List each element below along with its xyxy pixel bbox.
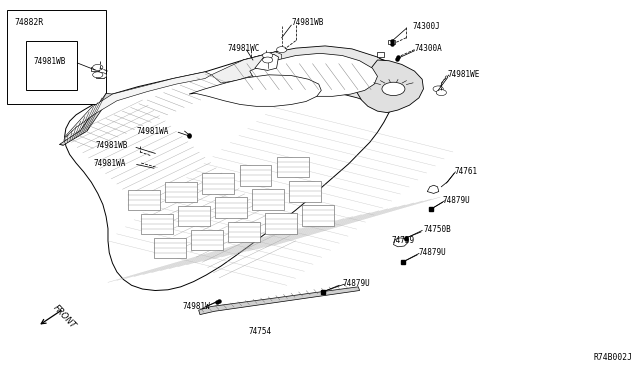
- Circle shape: [93, 64, 103, 70]
- Bar: [202, 173, 234, 194]
- Bar: [252, 189, 284, 210]
- Text: FRONT: FRONT: [52, 303, 78, 330]
- Polygon shape: [60, 93, 113, 145]
- Text: 74981WE: 74981WE: [448, 70, 480, 79]
- Bar: [388, 40, 396, 44]
- Bar: [141, 214, 173, 234]
- Circle shape: [93, 72, 103, 78]
- Polygon shape: [250, 53, 378, 96]
- Text: 74981WB: 74981WB: [34, 57, 67, 65]
- Bar: [92, 67, 99, 71]
- Polygon shape: [65, 72, 211, 137]
- Text: 74759: 74759: [392, 236, 415, 246]
- Text: 74879U: 74879U: [443, 196, 470, 205]
- Bar: [239, 165, 271, 186]
- Bar: [7, 10, 106, 105]
- Bar: [215, 198, 247, 218]
- Polygon shape: [394, 238, 408, 247]
- Text: 74981WA: 74981WA: [93, 158, 125, 167]
- Circle shape: [97, 73, 107, 78]
- Polygon shape: [428, 185, 439, 193]
- Circle shape: [433, 86, 444, 92]
- Text: 74300A: 74300A: [415, 44, 442, 53]
- Polygon shape: [225, 46, 404, 105]
- Text: 74882R: 74882R: [15, 18, 44, 27]
- Bar: [265, 214, 297, 234]
- Text: 74981WB: 74981WB: [291, 19, 324, 28]
- Polygon shape: [189, 75, 321, 106]
- Bar: [289, 181, 321, 202]
- Text: 74300J: 74300J: [413, 22, 440, 31]
- Bar: [377, 52, 385, 57]
- Circle shape: [262, 57, 273, 63]
- Bar: [276, 157, 308, 177]
- Bar: [178, 206, 210, 226]
- Circle shape: [382, 82, 405, 96]
- Text: 74879U: 74879U: [342, 279, 370, 288]
- Bar: [191, 230, 223, 250]
- Bar: [228, 222, 260, 242]
- Text: 74750B: 74750B: [424, 225, 451, 234]
- Polygon shape: [211, 52, 282, 83]
- Bar: [26, 41, 77, 90]
- Bar: [154, 238, 186, 258]
- Circle shape: [436, 90, 447, 96]
- Polygon shape: [255, 54, 278, 70]
- Text: 74754: 74754: [248, 327, 271, 336]
- Text: 74981WA: 74981WA: [136, 126, 168, 136]
- Polygon shape: [65, 48, 410, 291]
- Text: 74981WC: 74981WC: [227, 44, 260, 53]
- Polygon shape: [198, 287, 360, 315]
- Polygon shape: [357, 60, 424, 113]
- Text: 74981W: 74981W: [182, 302, 211, 311]
- Circle shape: [262, 52, 273, 58]
- Text: 74879U: 74879U: [419, 248, 447, 257]
- Bar: [302, 205, 334, 226]
- Bar: [166, 182, 197, 202]
- Circle shape: [276, 46, 287, 52]
- Text: 74761: 74761: [454, 167, 477, 176]
- Text: 74981WB: 74981WB: [95, 141, 127, 151]
- Bar: [96, 73, 104, 78]
- Text: R74B002J: R74B002J: [594, 353, 633, 362]
- Bar: [129, 190, 161, 210]
